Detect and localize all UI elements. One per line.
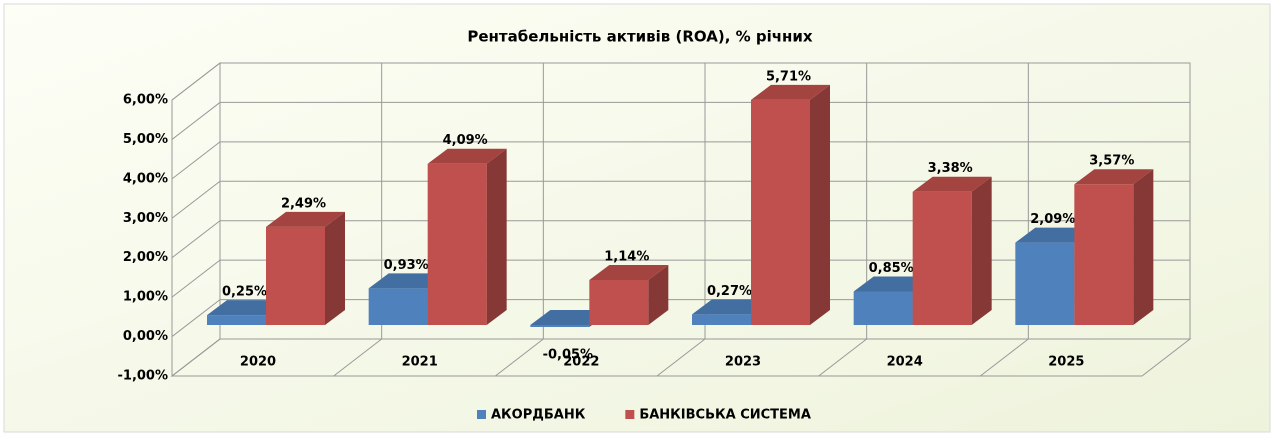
x-tick-label: 2021 <box>402 355 438 370</box>
bar <box>589 265 669 325</box>
bar-side <box>1133 169 1154 325</box>
category-divider <box>495 338 544 377</box>
x-tick-label: 2022 <box>563 355 599 370</box>
bar-side <box>325 211 345 325</box>
bar-side <box>971 176 992 325</box>
bar <box>912 176 992 325</box>
bar-front <box>1074 184 1134 325</box>
value-label: -0,05% <box>543 347 594 362</box>
bar-front <box>751 99 810 325</box>
grid-line <box>171 338 1190 377</box>
category-divider <box>980 338 1029 377</box>
bar-front <box>912 191 972 325</box>
value-label: 1,14% <box>604 250 649 265</box>
value-label: 3,57% <box>1089 154 1134 169</box>
x-tick-label: 2025 <box>1048 355 1084 370</box>
bar-top <box>427 148 507 164</box>
category-divider <box>818 338 867 377</box>
y-tick-label: 1,00% <box>123 290 168 305</box>
value-label: 5,71% <box>766 69 811 84</box>
legend-label: БАНКІВСЬКА СИСТЕМА <box>639 408 811 423</box>
grid-line <box>171 141 1190 180</box>
value-label: 2,49% <box>281 196 326 211</box>
category-divider <box>656 338 706 377</box>
bar <box>751 84 830 325</box>
y-tick-label: -1,00% <box>118 369 169 384</box>
bar-front <box>1015 242 1075 325</box>
y-tick-label: 0,00% <box>123 329 168 344</box>
bar-top <box>589 265 669 281</box>
grid-line <box>171 220 1190 259</box>
x-tick-label: 2020 <box>240 355 276 370</box>
bar <box>1074 169 1154 325</box>
bar-front <box>368 288 428 325</box>
bar <box>427 148 507 325</box>
y-tick-label: 4,00% <box>123 171 168 186</box>
legend-swatch <box>625 410 635 419</box>
y-tick-label: 3,00% <box>123 211 168 226</box>
bar-top <box>912 176 992 192</box>
bar-top <box>266 211 345 227</box>
y-tick-label: 6,00% <box>123 93 168 108</box>
grid-line <box>171 101 1190 140</box>
grid-line <box>171 259 1190 298</box>
grid-line <box>171 62 1190 101</box>
bar-front <box>207 315 266 325</box>
bar-front <box>853 291 913 325</box>
value-label: 3,38% <box>928 161 973 176</box>
bar-front <box>589 280 649 325</box>
value-label: 0,27% <box>707 284 752 299</box>
x-tick-label: 2023 <box>725 355 761 370</box>
value-label: 0,85% <box>869 261 914 276</box>
bar-top <box>751 84 830 100</box>
y-tick-label: 2,00% <box>123 250 168 265</box>
bar-side <box>810 84 830 325</box>
bar-front <box>266 226 325 325</box>
category-divider <box>333 338 382 377</box>
legend-label: АКОРДБАНК <box>491 408 586 423</box>
chart-background <box>3 3 1271 433</box>
x-tick-label: 2024 <box>887 355 923 370</box>
value-label: 2,09% <box>1030 212 1075 227</box>
chart-title: Рентабельність активів (ROA), % річних <box>467 28 813 46</box>
legend-swatch <box>477 410 486 419</box>
bar-front <box>530 325 590 327</box>
bar-top <box>1074 169 1154 185</box>
value-label: 0,93% <box>384 258 429 273</box>
grid-line <box>171 180 1190 219</box>
bar-side <box>648 265 669 325</box>
bar-front <box>692 314 751 325</box>
value-label: 4,09% <box>443 133 488 148</box>
bar <box>266 211 345 325</box>
bar-side <box>486 148 507 325</box>
y-tick-label: 5,00% <box>123 132 168 147</box>
value-label: 0,25% <box>222 285 267 300</box>
bar-front <box>427 163 487 325</box>
